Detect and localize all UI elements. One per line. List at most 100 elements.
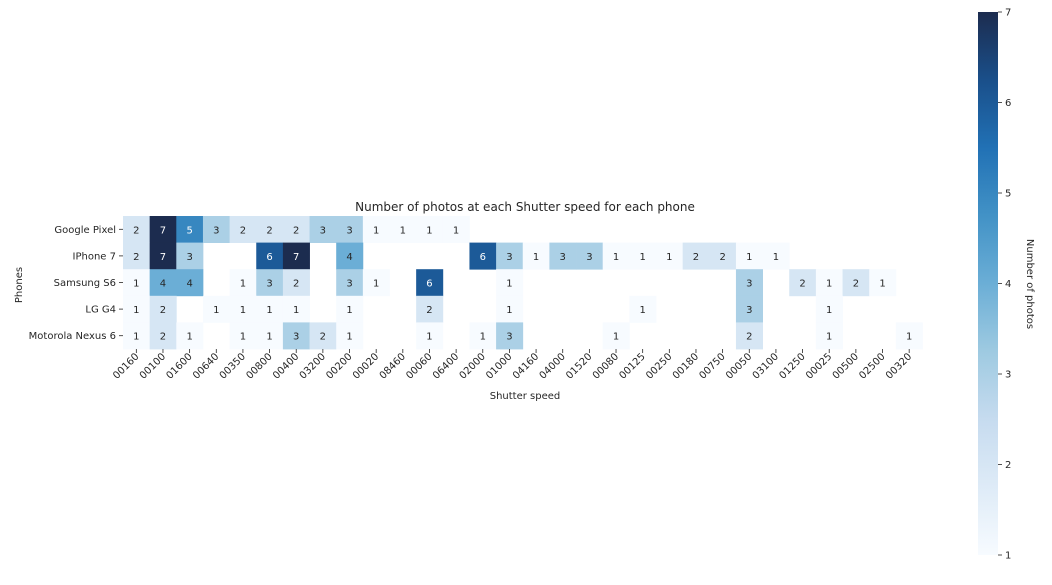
heatmap-cell: [416, 295, 444, 323]
x-tick-label: 00060: [404, 351, 434, 381]
cell-value-label: 2: [240, 225, 246, 236]
heatmap-cell: [735, 269, 763, 297]
cell-value-label: 1: [746, 252, 752, 263]
x-tick-label: 00400: [271, 351, 301, 381]
heatmap-cell: [815, 295, 843, 323]
heatmap-cell: [682, 242, 710, 270]
heatmap-cell: [496, 269, 524, 297]
x-tick-label: 00200: [324, 351, 354, 381]
cell-value-label: 1: [613, 332, 619, 343]
heatmap-cell: [735, 295, 763, 323]
cell-value-label: 1: [346, 305, 352, 316]
y-tick-label: Motorola Nexus 6: [29, 331, 116, 342]
cell-value-label: 3: [746, 279, 752, 290]
x-tick-label: 00025: [804, 351, 834, 381]
heatmap-cell: [762, 242, 790, 270]
heatmap-cell: [602, 322, 630, 350]
heatmap-cell: [256, 216, 284, 243]
colorbar-tick-label: 1: [1005, 551, 1011, 562]
colorbar-tick-label: 2: [1005, 460, 1011, 471]
cell-value-label: 3: [213, 225, 219, 236]
cell-value-label: 3: [506, 332, 512, 343]
heatmap-cell: [176, 322, 204, 350]
x-tick-label: 04000: [538, 351, 568, 381]
heatmap-cell: [789, 269, 817, 297]
cell-value-label: 1: [240, 305, 246, 316]
x-tick-label: 06400: [431, 351, 461, 381]
x-tick-label: 01000: [484, 351, 514, 381]
cell-value-label: 1: [373, 279, 379, 290]
heatmap-cell: [149, 322, 177, 350]
x-tick-label: 00160: [111, 351, 141, 381]
x-tick-label: 00350: [218, 351, 248, 381]
heatmap-cell: [549, 242, 577, 270]
heatmap-cell: [735, 322, 763, 350]
cell-value-label: 1: [639, 305, 645, 316]
cell-value-label: 3: [746, 305, 752, 316]
x-tick-label: 00640: [191, 351, 221, 381]
heatmap-cell: [309, 322, 337, 350]
heatmap-cell: [256, 269, 284, 297]
x-tick-label: 02500: [857, 351, 887, 381]
cell-value-label: 2: [693, 252, 699, 263]
heatmap-cell: [389, 216, 417, 243]
heatmap-cell: [362, 269, 390, 297]
heatmap-cell: [602, 242, 630, 270]
colorbar-gradient: [978, 12, 998, 555]
cell-value-label: 2: [746, 332, 752, 343]
heatmap-cell: [656, 242, 684, 270]
x-tick-label: 01520: [564, 351, 594, 381]
x-axis-label: Shutter speed: [490, 391, 561, 402]
heatmap-cell: [149, 295, 177, 323]
cell-value-label: 1: [639, 252, 645, 263]
heatmap-cell: [469, 322, 497, 350]
heatmap-cell: [362, 216, 390, 243]
colorbar-tick-label: 5: [1005, 189, 1011, 200]
heatmap-cell: [709, 242, 737, 270]
cell-value-label: 1: [613, 252, 619, 263]
cell-value-label: 1: [879, 279, 885, 290]
cell-value-label: 6: [266, 252, 272, 263]
cell-value-label: 4: [160, 279, 166, 290]
cell-value-label: 1: [666, 252, 672, 263]
cell-value-label: 1: [213, 305, 219, 316]
heatmap-cell: [496, 242, 524, 270]
heatmap-cell: [416, 269, 444, 297]
heatmap-cell: [336, 322, 364, 350]
cell-value-label: 1: [266, 332, 272, 343]
heatmap-cell: [229, 269, 257, 297]
x-tick-label: 02000: [458, 351, 488, 381]
cell-value-label: 6: [480, 252, 486, 263]
heatmap-cell: [416, 322, 444, 350]
heatmap-cell: [123, 322, 151, 350]
heatmap-cell: [336, 242, 364, 270]
cell-value-label: 2: [160, 305, 166, 316]
y-tick-label: IPhone 7: [73, 251, 116, 262]
heatmap-cell: [735, 242, 763, 270]
heatmap-cell: [336, 216, 364, 243]
y-tick-label: Samsung S6: [54, 278, 116, 289]
cell-value-label: 2: [266, 225, 272, 236]
cell-value-label: 3: [293, 332, 299, 343]
x-tick-label: 00500: [831, 351, 861, 381]
colorbar-ticks: 1 2 3 4 5 6 7: [998, 8, 1011, 562]
cell-value-label: 1: [506, 279, 512, 290]
y-axis-ticks: Google Pixel IPhone 7 Samsung S6 LG G4 Motor…: [29, 225, 123, 342]
heatmap-cell: [282, 322, 310, 350]
x-tick-label: 03200: [298, 351, 328, 381]
cell-value-label: 4: [346, 252, 352, 263]
cell-value-label: 1: [826, 305, 832, 316]
cell-value-label: 3: [346, 225, 352, 236]
x-tick-label: 00050: [724, 351, 754, 381]
cell-value-label: 7: [293, 252, 299, 263]
cell-value-label: 1: [426, 332, 432, 343]
cell-value-label: 3: [320, 225, 326, 236]
cell-value-label: 1: [400, 225, 406, 236]
heatmap-cell: [256, 295, 284, 323]
cell-value-label: 4: [186, 279, 192, 290]
cell-value-label: 1: [533, 252, 539, 263]
cell-value-label: 2: [133, 252, 139, 263]
colorbar-tick-label: 6: [1005, 98, 1011, 109]
cell-value-label: 1: [506, 305, 512, 316]
heatmap-cell: [123, 242, 151, 270]
